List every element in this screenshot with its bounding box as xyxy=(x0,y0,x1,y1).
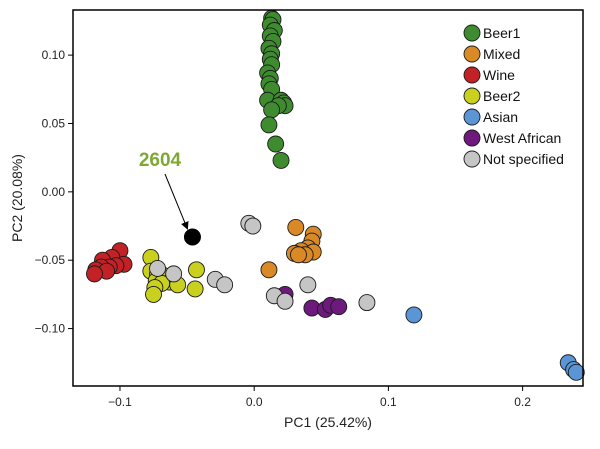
data-point xyxy=(358,294,376,312)
legend-label: Beer1 xyxy=(483,25,521,41)
legend-item: Asian xyxy=(463,108,518,126)
x-tick-label: 0.1 xyxy=(380,395,397,409)
data-point xyxy=(290,246,307,264)
x-tick-label: 0.2 xyxy=(514,395,531,409)
y-tick-label: 0.00 xyxy=(42,185,66,199)
series-beer1 xyxy=(259,9,294,169)
legend-item: Beer2 xyxy=(463,87,521,105)
data-point xyxy=(188,261,205,279)
annotation-2604: 2604 xyxy=(139,150,201,246)
legend-label: Asian xyxy=(483,109,518,125)
y-tick-label: −0.10 xyxy=(35,322,66,336)
series-mixed xyxy=(260,218,322,279)
data-point xyxy=(149,259,167,277)
legend-swatch xyxy=(463,108,481,126)
y-tick-label: −0.05 xyxy=(35,253,66,267)
data-point xyxy=(287,218,305,236)
data-point xyxy=(405,306,423,324)
data-point xyxy=(145,285,162,303)
legend-item: Wine xyxy=(463,66,515,84)
legend: Beer1 Mixed Wine Beer2 Asian West African Not … xyxy=(463,24,564,168)
data-point xyxy=(216,276,234,294)
x-tick-label: −0.1 xyxy=(108,395,132,409)
data-point xyxy=(260,116,278,134)
legend-swatch xyxy=(463,45,481,63)
series-west-african xyxy=(276,285,348,318)
x-axis-ticks: −0.1 0.0 0.1 0.2 xyxy=(108,386,531,409)
legend-label: Beer2 xyxy=(483,88,521,104)
legend-swatch xyxy=(463,150,481,168)
plot-points xyxy=(86,9,585,381)
data-point xyxy=(267,135,285,153)
data-point xyxy=(86,265,103,283)
legend-swatch xyxy=(463,129,481,147)
legend-label: Mixed xyxy=(483,46,520,62)
data-point xyxy=(276,292,294,310)
annotation-point xyxy=(183,228,201,246)
data-point xyxy=(263,101,281,119)
series-asian xyxy=(405,306,585,381)
data-point xyxy=(165,265,183,283)
series-wine xyxy=(86,242,133,283)
y-tick-label: 0.05 xyxy=(42,116,66,130)
data-point xyxy=(299,276,317,294)
legend-swatch xyxy=(463,87,481,105)
y-tick-label: 0.10 xyxy=(42,48,66,62)
legend-swatch xyxy=(463,24,481,42)
data-point xyxy=(186,280,204,298)
legend-label: Wine xyxy=(483,67,515,83)
y-axis-ticks: 0.10 0.05 0.00 −0.05 −0.10 xyxy=(35,48,73,336)
annotation-arrow xyxy=(164,173,189,230)
x-tick-label: 0.0 xyxy=(246,395,263,409)
legend-item: Not specified xyxy=(463,150,564,168)
y-axis-label: PC2 (20.08%) xyxy=(9,154,25,242)
series-not-specified xyxy=(149,214,376,312)
plot-frame xyxy=(72,9,584,387)
annotation-label: 2604 xyxy=(139,150,182,171)
data-point xyxy=(260,261,278,279)
data-point xyxy=(272,151,290,169)
x-axis-label: PC1 (25.42%) xyxy=(284,414,372,430)
legend-label: West African xyxy=(483,130,561,146)
legend-item: Mixed xyxy=(463,45,520,63)
legend-swatch xyxy=(463,66,481,84)
legend-item: West African xyxy=(463,129,561,147)
data-point xyxy=(244,217,262,235)
legend-item: Beer1 xyxy=(463,24,521,42)
legend-label: Not specified xyxy=(483,151,564,167)
data-point xyxy=(330,298,348,316)
data-point xyxy=(567,363,585,381)
